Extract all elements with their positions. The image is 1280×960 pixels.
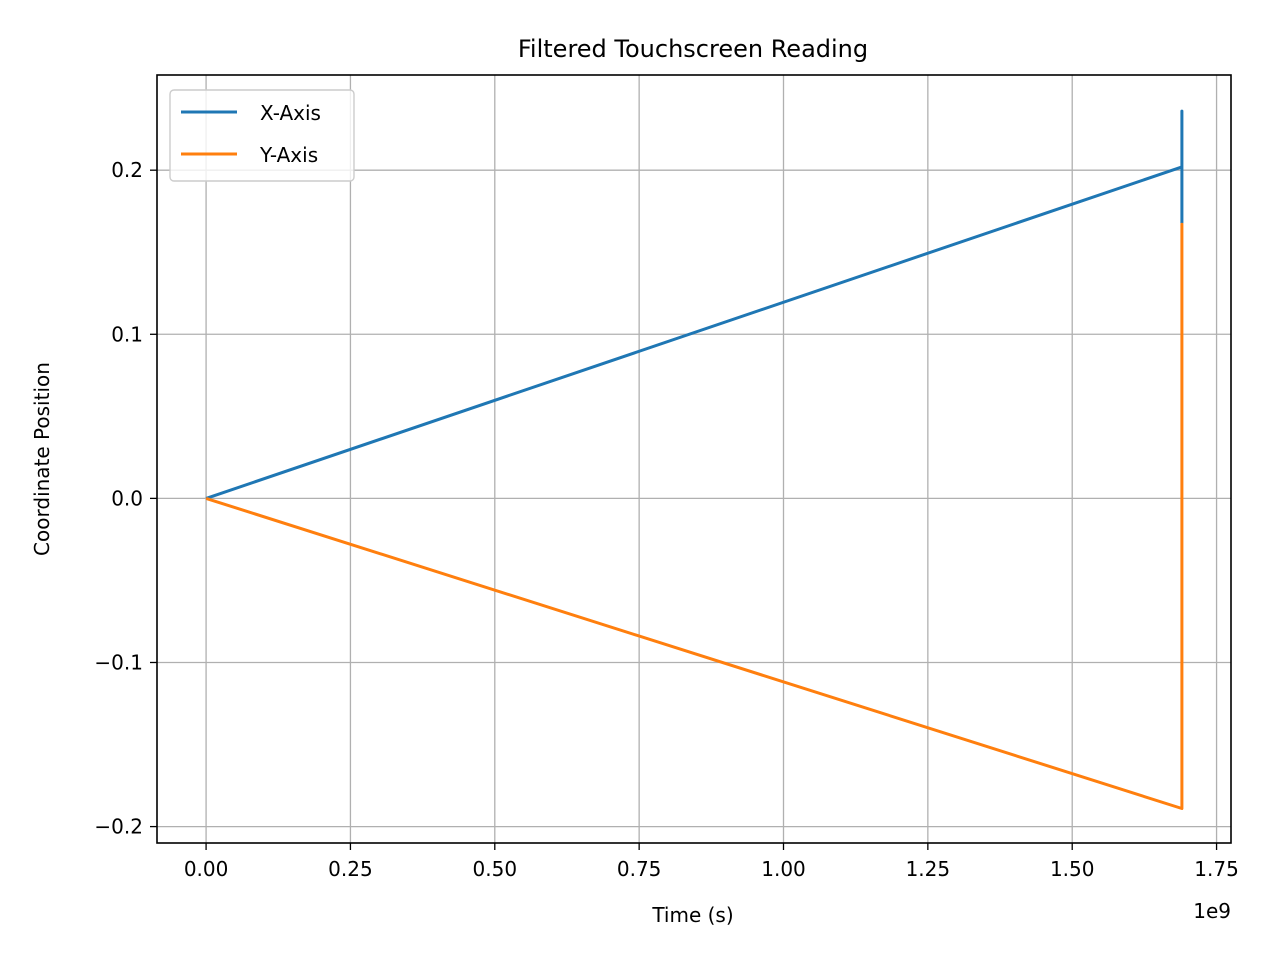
y-tick-label: −0.2: [94, 815, 143, 839]
y-tick-label: 0.1: [111, 322, 143, 346]
x-tick-label: 0.75: [617, 857, 662, 881]
legend-label-y-axis: Y-Axis: [259, 143, 318, 167]
chart-title: Filtered Touchscreen Reading: [518, 35, 868, 63]
tick-layer: 0.00 0.25 0.50 0.75 1.00 1.25 1.50 1.75 −0.2 −0.1…: [94, 158, 1238, 881]
x-tick-label: 1.25: [906, 857, 951, 881]
x-tick-label: 1.00: [761, 857, 806, 881]
x-tick-label: 0.00: [184, 857, 229, 881]
x-tick-label: 1.75: [1194, 857, 1239, 881]
y-tick-label: −0.1: [94, 650, 143, 674]
x-axis-offset-label: 1e9: [1193, 899, 1231, 923]
y-axis-title: Coordinate Position: [30, 362, 54, 556]
y-tick-label: 0.0: [111, 486, 143, 510]
legend: X-Axis Y-Axis: [169, 89, 355, 182]
series-line-x-axis: [205, 109, 1184, 500]
grid-layer: [157, 75, 1231, 843]
legend-label-x-axis: X-Axis: [260, 101, 321, 125]
x-tick-label: 0.25: [328, 857, 373, 881]
x-tick-label: 0.50: [473, 857, 518, 881]
y-tick-label: 0.2: [111, 158, 143, 182]
plot-frame: [156, 74, 1232, 844]
x-axis-title: Time (s): [651, 903, 733, 927]
x-tick-label: 1.50: [1050, 857, 1095, 881]
series-layer: [205, 109, 1184, 810]
series-line-y-axis: [205, 222, 1184, 810]
